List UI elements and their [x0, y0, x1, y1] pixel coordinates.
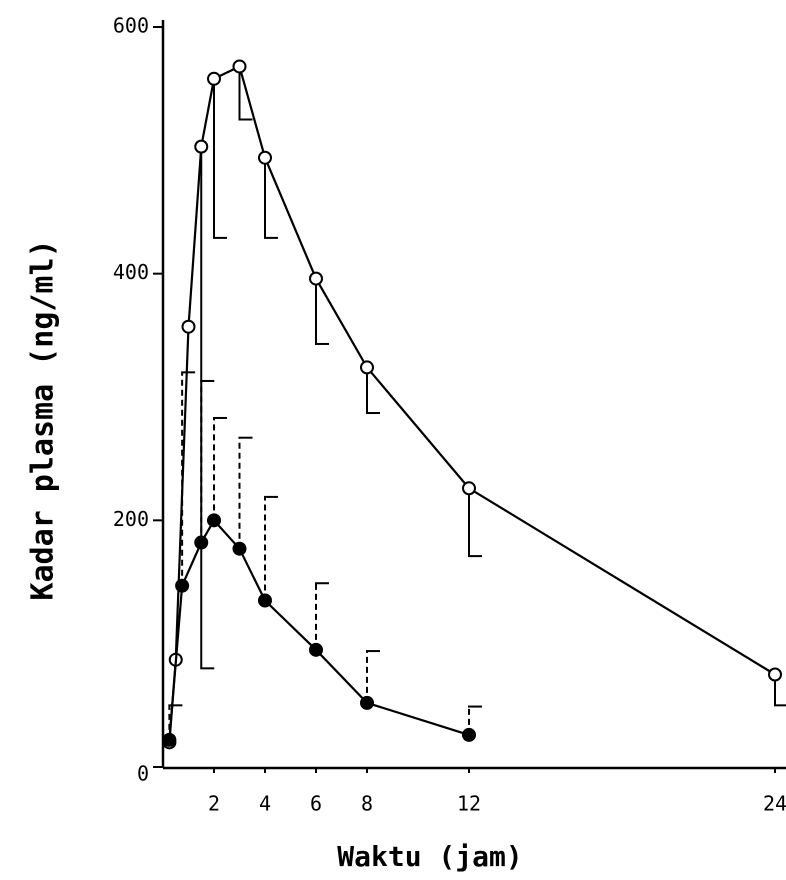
y-tick-label: 400 — [113, 260, 149, 284]
data-point — [258, 593, 272, 608]
x-tick-label: 2 — [208, 792, 220, 816]
x-tick-label: 24 — [763, 792, 786, 816]
data-point — [175, 578, 190, 593]
y-axis-label: Kadar plasma (ng/ml) — [26, 239, 61, 600]
data-point — [207, 513, 221, 528]
data-point — [309, 271, 323, 286]
x-tick-label: 4 — [259, 792, 271, 816]
data-point — [258, 150, 272, 165]
series-line — [168, 518, 470, 740]
y-tick-label: 600 — [113, 14, 149, 38]
data-point — [462, 727, 476, 742]
data-point — [232, 541, 247, 556]
data-point — [207, 71, 221, 86]
data-point — [194, 139, 209, 154]
series-line — [168, 64, 776, 743]
data-point — [360, 695, 374, 710]
data-point — [181, 319, 196, 334]
data-point — [194, 535, 209, 550]
y-tick-label: 200 — [113, 507, 149, 531]
data-point — [768, 667, 782, 682]
data-point — [462, 481, 476, 496]
data-point — [360, 360, 374, 375]
y-tick-label: 0 — [137, 762, 149, 786]
data-point — [162, 732, 177, 747]
x-tick-label: 12 — [457, 792, 481, 816]
x-tick-label: 8 — [361, 792, 373, 816]
data-point — [309, 642, 323, 657]
x-tick-label: 6 — [310, 792, 322, 816]
x-axis-label: Waktu (jam) — [337, 840, 522, 873]
data-point — [232, 59, 247, 74]
